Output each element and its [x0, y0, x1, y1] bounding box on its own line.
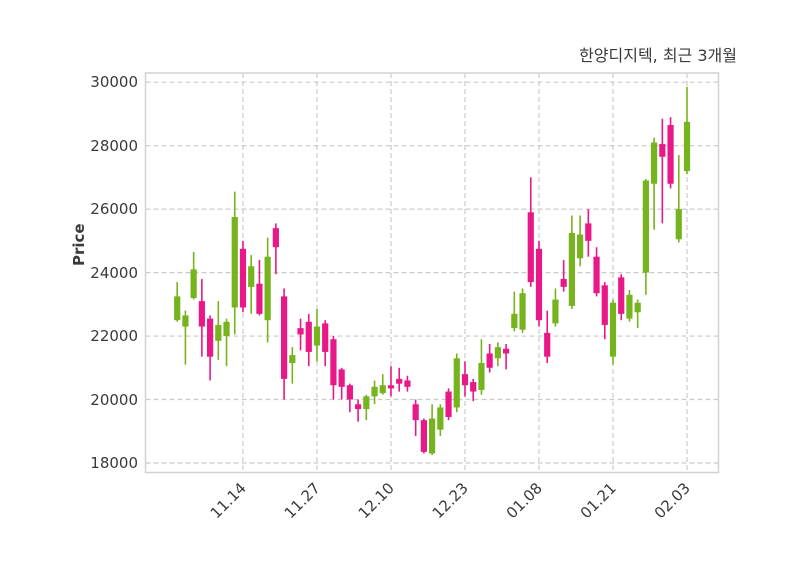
candle-body	[667, 125, 674, 184]
candle-body	[354, 404, 362, 410]
x-tick-label: 01.21	[577, 479, 620, 522]
x-tick-label: 12.10	[355, 479, 398, 522]
x-tick-label: 11.27	[281, 479, 324, 522]
candle-body	[231, 217, 238, 308]
candle-body	[379, 385, 386, 394]
y-tick-label: 22000	[90, 327, 138, 346]
candle-body	[511, 313, 518, 329]
y-tick-label: 30000	[90, 73, 138, 92]
candle-body	[412, 404, 419, 421]
candle-body	[206, 318, 214, 357]
candle-body	[272, 228, 279, 248]
candle-body	[535, 248, 543, 321]
candle-body	[215, 324, 222, 341]
chart-title: 한양디지텍, 최근 3개월	[579, 46, 737, 65]
candle-body	[396, 378, 403, 384]
candle-body	[313, 326, 321, 346]
candle-body	[420, 420, 427, 452]
candle-body	[346, 385, 353, 400]
candle-body	[338, 369, 345, 387]
candle-body	[659, 144, 666, 157]
candle-body	[609, 302, 617, 357]
candle-body	[248, 266, 255, 287]
candle-body	[280, 296, 288, 379]
candle-body	[404, 380, 411, 387]
candle-body	[683, 121, 691, 172]
candle-body	[527, 212, 534, 283]
candle-body	[618, 277, 625, 314]
candle-body	[453, 358, 460, 408]
candle-body	[182, 315, 189, 327]
x-tick-label: 02.03	[651, 479, 694, 522]
y-tick-label: 18000	[90, 453, 138, 472]
candle-body	[190, 269, 197, 298]
candle-body	[675, 209, 682, 240]
candle-body	[626, 294, 633, 319]
candle-body	[568, 232, 575, 306]
candle-body	[387, 385, 395, 389]
x-tick-label: 11.14	[207, 479, 250, 522]
candle-body	[593, 256, 600, 294]
candle-body	[486, 353, 493, 368]
candle-body	[297, 328, 304, 335]
candle-body	[239, 248, 247, 308]
candle-body	[198, 301, 205, 327]
candle-body	[585, 223, 592, 241]
candle-body	[223, 321, 230, 337]
candle-body	[371, 386, 378, 397]
candle-body	[461, 374, 469, 386]
candle-body	[174, 296, 181, 321]
candle-body	[363, 396, 370, 410]
candle-body	[470, 382, 477, 392]
candle-body	[634, 302, 641, 313]
candle-body	[651, 142, 658, 184]
x-tick-label: 01.08	[503, 479, 546, 522]
y-tick-label: 24000	[90, 263, 138, 282]
candle-body	[429, 418, 436, 454]
candle-body	[519, 293, 526, 330]
x-tick-label: 12.23	[429, 479, 472, 522]
candle-body	[494, 347, 501, 359]
candle-body	[577, 234, 584, 259]
candle-body	[322, 323, 329, 352]
candle-body	[330, 339, 337, 386]
candle-body	[552, 299, 559, 324]
candle-body	[478, 363, 485, 390]
candle-body	[289, 355, 296, 364]
y-tick-label: 20000	[90, 390, 138, 409]
plot-border	[144, 72, 720, 474]
candle-body	[264, 256, 271, 321]
y-tick-label: 26000	[90, 200, 138, 219]
candle-body	[445, 391, 452, 417]
candle-body	[305, 321, 312, 352]
candle-body	[544, 332, 551, 357]
candle-body	[256, 283, 263, 314]
candle-body	[560, 278, 567, 287]
candle-body	[437, 407, 444, 430]
candle-body	[642, 180, 649, 273]
y-tick-label: 28000	[90, 136, 138, 155]
candle-body	[503, 348, 510, 354]
candle-body	[601, 285, 608, 325]
